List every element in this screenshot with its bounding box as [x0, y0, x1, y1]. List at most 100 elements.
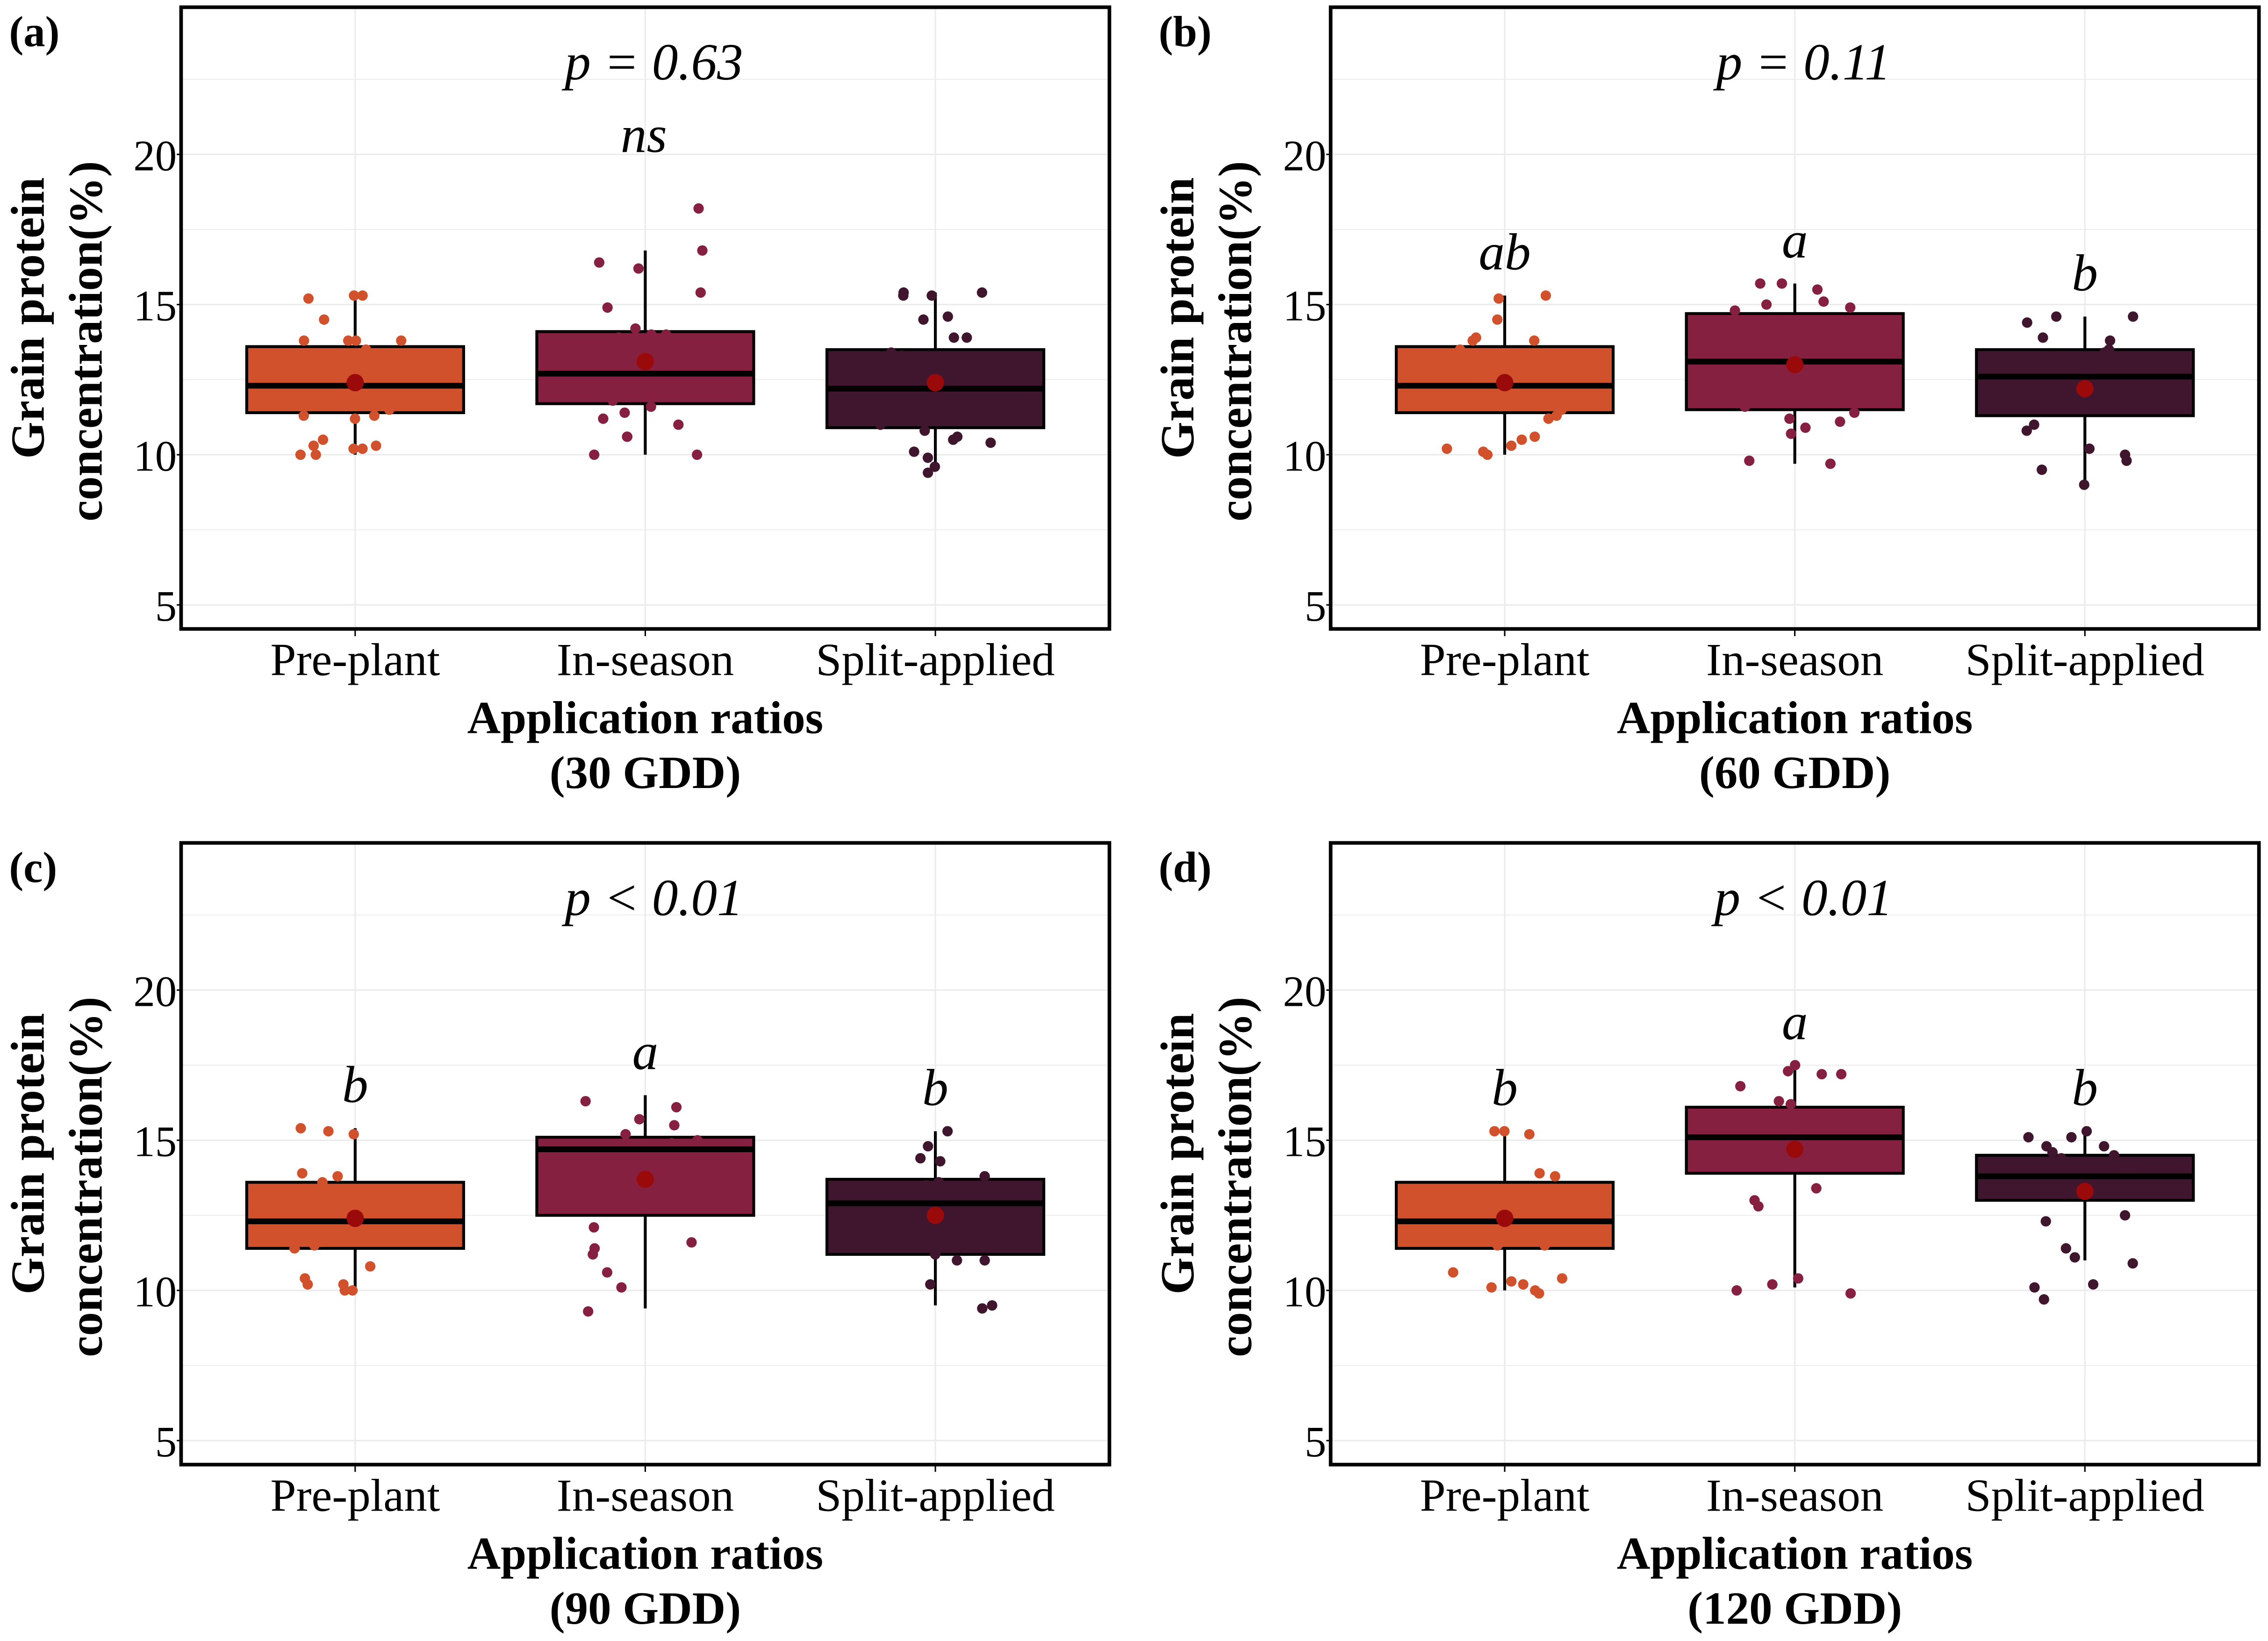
box-group-pre-plant [245, 290, 465, 460]
significance-letter: b [1492, 1060, 1518, 1117]
data-point [309, 1240, 320, 1251]
data-point [909, 446, 919, 457]
data-point [942, 311, 953, 322]
data-point [979, 1171, 990, 1182]
data-point [2038, 1294, 2049, 1305]
x-tick-label: Split-applied [1966, 635, 2204, 686]
data-point [695, 287, 706, 298]
data-point [2039, 383, 2050, 394]
x-axis-title-line1: Application ratios [467, 692, 824, 743]
y-tick-label: 5 [155, 582, 177, 631]
data-point [1516, 434, 1527, 445]
significance-letter: a [632, 1024, 659, 1081]
data-point [942, 1126, 953, 1137]
data-point [923, 1141, 933, 1152]
data-point [332, 1171, 343, 1182]
data-point [1492, 1240, 1503, 1251]
data-point [948, 332, 959, 343]
y-tick-label: 20 [1283, 132, 1327, 180]
significance-letter: a [1782, 993, 1808, 1051]
y-tick-label: 5 [1305, 582, 1326, 631]
data-point [2037, 464, 2047, 475]
data-point [365, 1261, 376, 1272]
data-point [875, 419, 886, 430]
data-point [1455, 344, 1465, 355]
data-point [920, 1180, 931, 1191]
data-point [930, 1249, 940, 1260]
data-point [976, 287, 987, 298]
box [1685, 1105, 1905, 1175]
data-point [310, 449, 321, 460]
x-axis-title-line2: (60 GDD) [1699, 747, 1891, 798]
x-tick-label: In-season [557, 1470, 734, 1521]
data-point [2040, 1216, 2051, 1227]
data-point [1551, 410, 1562, 421]
data-point [1849, 1126, 1860, 1137]
data-point [979, 1255, 990, 1266]
significance-letter: ab [1479, 224, 1530, 281]
box-group-pre-plant: b [1394, 1060, 1615, 1299]
data-point [319, 314, 330, 325]
panel-label: (c) [9, 844, 57, 892]
x-axis-title-line2: (120 GDD) [1687, 1583, 1902, 1634]
data-point [1744, 455, 1755, 466]
data-point [339, 1285, 350, 1296]
ns-label: ns [621, 106, 667, 164]
data-point [616, 1282, 627, 1293]
data-point [1845, 302, 1856, 313]
data-point [2029, 1282, 2040, 1293]
y-tick-label: 5 [155, 1418, 177, 1466]
y-tick-label: 20 [133, 967, 177, 1016]
mean-point [1496, 1210, 1514, 1227]
data-point [1557, 1273, 1568, 1284]
data-point [1818, 296, 1829, 307]
data-point [1493, 293, 1504, 304]
data-point [1534, 1168, 1545, 1179]
data-point [1776, 278, 1787, 289]
data-point [348, 1129, 359, 1139]
data-point [1550, 1171, 1560, 1182]
data-point [1534, 1288, 1544, 1299]
y-axis-title-line1: Grain protein [1151, 1013, 1204, 1294]
mean-point [346, 374, 364, 392]
data-point [303, 293, 314, 304]
data-point [1540, 290, 1551, 301]
data-point [923, 467, 933, 478]
data-point [1489, 1126, 1500, 1137]
data-point [357, 290, 368, 301]
data-point [880, 389, 891, 400]
data-point [2056, 1153, 2067, 1164]
data-point [1761, 299, 1772, 310]
data-point [1812, 284, 1823, 295]
data-point [922, 452, 933, 463]
data-point [594, 257, 605, 268]
box-group-split-applied: b [825, 1060, 1046, 1314]
mean-point [1786, 356, 1804, 373]
panel-label: (b) [1159, 8, 1212, 56]
box-group-in-season: a [1685, 993, 1905, 1299]
data-point [950, 1237, 961, 1248]
data-point [1816, 1069, 1827, 1080]
significance-letter: b [922, 1060, 948, 1117]
data-point [1800, 422, 1811, 433]
data-point [343, 335, 354, 346]
data-point [360, 344, 372, 355]
data-point [633, 263, 644, 274]
mean-point [1496, 374, 1514, 392]
data-point [692, 449, 703, 460]
panel-label: (d) [1159, 844, 1212, 892]
data-point [1782, 1066, 1794, 1076]
x-tick-label: In-season [1706, 1470, 1883, 1521]
data-point [2066, 1132, 2077, 1143]
data-point [2060, 1243, 2071, 1254]
data-point [1773, 1096, 1784, 1107]
y-tick-label: 15 [1283, 1118, 1327, 1166]
y-tick-label: 10 [1283, 1268, 1327, 1316]
data-point [1849, 407, 1860, 418]
mean-point [2076, 380, 2094, 398]
data-point [1739, 401, 1751, 412]
mean-point [636, 353, 654, 371]
data-point [2121, 455, 2132, 466]
data-point [2119, 1210, 2131, 1221]
